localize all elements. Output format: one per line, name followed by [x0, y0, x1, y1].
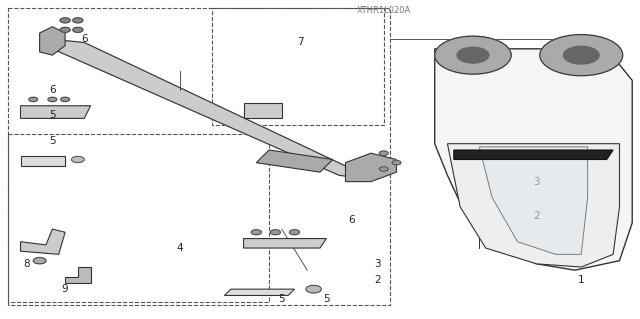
- Bar: [8, 8, 390, 305]
- Circle shape: [380, 167, 388, 171]
- Polygon shape: [52, 39, 371, 178]
- Polygon shape: [40, 27, 65, 55]
- Polygon shape: [20, 229, 65, 254]
- Circle shape: [457, 47, 489, 63]
- Polygon shape: [435, 49, 632, 270]
- Circle shape: [73, 18, 83, 23]
- Polygon shape: [346, 153, 396, 182]
- Circle shape: [48, 97, 57, 102]
- Circle shape: [29, 97, 38, 102]
- Text: 1: 1: [578, 275, 584, 285]
- Text: 8: 8: [24, 259, 30, 269]
- Text: XTHR1L020A: XTHR1L020A: [356, 6, 411, 15]
- Text: 6: 6: [349, 215, 355, 225]
- Polygon shape: [244, 103, 282, 118]
- Bar: [8, 134, 269, 302]
- Text: 6: 6: [81, 34, 88, 44]
- Circle shape: [392, 160, 401, 165]
- Text: 5: 5: [49, 110, 56, 120]
- Text: 5: 5: [323, 293, 330, 304]
- Circle shape: [306, 286, 321, 293]
- Polygon shape: [447, 144, 620, 267]
- Polygon shape: [20, 156, 65, 166]
- Circle shape: [380, 151, 388, 155]
- Text: 7: 7: [298, 38, 304, 48]
- Circle shape: [60, 18, 70, 23]
- Circle shape: [73, 27, 83, 33]
- Circle shape: [563, 46, 599, 64]
- Circle shape: [60, 27, 70, 33]
- Text: 3: 3: [533, 177, 540, 187]
- Circle shape: [251, 230, 261, 235]
- Circle shape: [61, 97, 70, 102]
- Polygon shape: [65, 267, 91, 283]
- Circle shape: [435, 36, 511, 74]
- Polygon shape: [454, 150, 613, 160]
- Text: 5: 5: [278, 293, 285, 304]
- Text: 6: 6: [49, 85, 56, 95]
- Circle shape: [33, 257, 46, 264]
- Text: 3: 3: [374, 259, 381, 269]
- Text: 4: 4: [177, 243, 183, 253]
- Polygon shape: [256, 150, 333, 172]
- Circle shape: [270, 230, 280, 235]
- Circle shape: [540, 34, 623, 76]
- Circle shape: [289, 230, 300, 235]
- Circle shape: [72, 156, 84, 163]
- Bar: [212, 8, 384, 125]
- Polygon shape: [479, 147, 588, 254]
- Polygon shape: [20, 106, 91, 118]
- Text: 2: 2: [533, 211, 540, 221]
- Text: 2: 2: [374, 275, 381, 285]
- Polygon shape: [225, 289, 294, 295]
- Text: 9: 9: [62, 284, 68, 294]
- Text: 5: 5: [49, 136, 56, 145]
- Polygon shape: [244, 239, 326, 248]
